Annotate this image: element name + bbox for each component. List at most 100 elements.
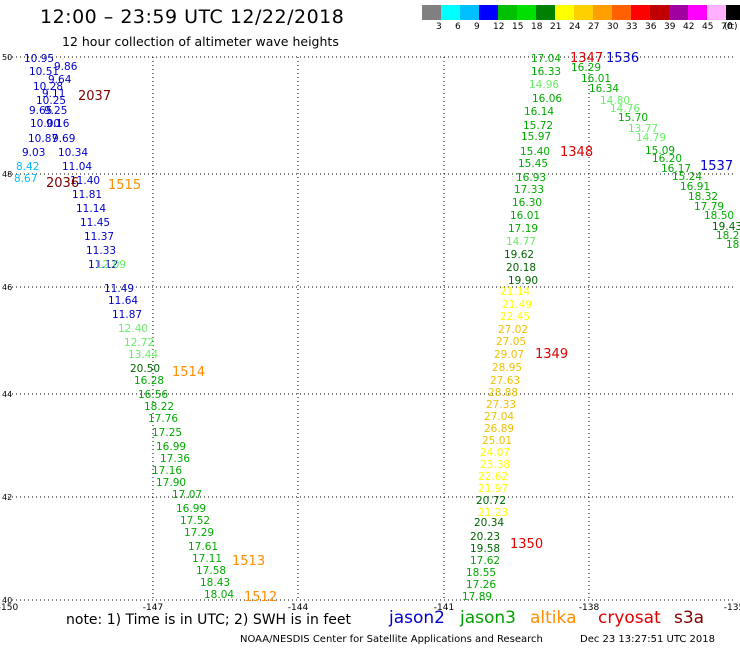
color-scale-label: 6 [455,22,461,32]
swh-label: 28.95 [492,362,522,374]
color-scale-bar [422,5,740,20]
lat-tick-label: 40 [2,596,12,605]
swh-label: 27.05 [496,336,526,348]
swh-label: 11.40 [70,175,100,187]
swh-label: 11.12 [88,259,118,271]
lon-tick-label: -150 [0,603,18,613]
color-scale-label: 70 [721,22,733,32]
swh-label: 17.26 [466,579,496,591]
swh-label: 17.58 [196,565,226,577]
swh-label: 17.11 [192,553,222,565]
swh-label: 11.33 [86,245,116,257]
swh-label: 10.28 [33,81,63,93]
swh-label: 24.07 [480,447,510,459]
swh-label: 13.77 [628,123,658,135]
color-swatch [479,5,498,20]
color-swatch [593,5,612,20]
swh-label: 14.76 [610,103,640,115]
legend-jason3: jason3 [460,608,516,628]
lon-tick-label: -141 [434,603,454,613]
color-scale-label: 36 [645,22,657,32]
swh-label: 18.04 [204,589,234,601]
swh-label: 23.38 [480,459,510,471]
color-swatch [555,5,574,20]
swh-label: 16.93 [516,172,546,184]
footer-note: note: 1) Time is in UTC; 2) SWH is in fe… [66,612,352,628]
color-scale-label: 45 [702,22,714,32]
swh-label: 14.96 [529,79,559,91]
color-swatch [460,5,479,20]
swh-label: 17.36 [160,453,190,465]
swh-label: 11.87 [112,309,142,321]
swh-label: 12.09 [96,259,126,271]
swh-label: 28.88 [488,387,518,399]
color-swatch [498,5,517,20]
swh-label: 20.50 [130,363,160,375]
time-label: 1347 [570,51,603,66]
swh-label: 12.72 [124,337,154,349]
swh-label: 19.43 [712,221,740,233]
color-swatch [517,5,536,20]
swh-label: 9.16 [46,118,70,130]
swh-label: 18.55 [466,567,496,579]
swh-label: 29.07 [494,349,524,361]
swh-label: 18.22 [144,401,174,413]
page-title: 12:00 – 23:59 UTC 12/22/2018 [40,6,345,28]
swh-label: 20.72 [476,495,506,507]
color-swatch [422,5,441,20]
swh-label: 10.95 [24,53,54,65]
swh-label: 26.89 [484,423,514,435]
swh-label: 25.01 [482,435,512,447]
swh-label: 13.44 [128,349,158,361]
swh-label: 10.87 [28,133,58,145]
swh-label: 19.62 [504,249,534,261]
swh-label: 16.17 [661,163,691,175]
lat-tick-label: 44 [2,390,12,399]
color-scale-label: 33 [626,22,638,32]
swh-label: 16.91 [680,181,710,193]
swh-label: 16.99 [156,441,186,453]
swh-label: 9.86 [54,61,78,73]
swh-label: 17.52 [180,515,210,527]
color-scale-label: 15 [512,22,524,32]
swh-label: 17.61 [188,541,218,553]
lat-tick-label: 42 [2,493,12,502]
credit-text: NOAA/NESDIS Center for Satellite Applica… [240,634,543,645]
time-label: 2036 [46,176,79,191]
lat-tick-label: 48 [2,170,12,179]
swh-label: 15.40 [520,146,550,158]
color-swatch [650,5,669,20]
color-scale-label: 39 [664,22,676,32]
timestamp-text: Dec 23 13:27:51 UTC 2018 [580,634,715,645]
time-label: 1513 [232,554,265,569]
swh-label: 10.51 [29,66,59,78]
swh-label: 9.25 [44,105,67,117]
time-label: 1515 [108,178,141,193]
swh-label: 16.30 [512,197,542,209]
swh-label: 11.64 [108,295,138,307]
color-scale-label: 30 [607,22,619,32]
swh-label: 17.04 [531,53,561,65]
swh-label: 17.62 [470,555,500,567]
color-swatch [612,5,631,20]
swh-label: 14.79 [636,132,666,144]
swh-label: 9.11 [42,88,65,100]
swh-label: 16.99 [176,503,206,515]
swh-label: 20.23 [470,531,500,543]
swh-label: 17.19 [508,223,538,235]
time-label: 1350 [510,537,543,552]
swh-label: 22.45 [500,311,530,323]
color-scale-label: 24 [569,22,581,32]
color-swatch [574,5,593,20]
swh-label: 11.81 [72,189,102,201]
swh-label: 17.79 [694,201,724,213]
color-scale-label: 42 [683,22,695,32]
swh-label: 19.90 [508,275,538,287]
time-label: 1537 [700,159,733,174]
lon-tick-label: -135 [724,603,740,613]
swh-label: 17.76 [148,413,178,425]
swh-label: 16.29 [571,62,601,74]
time-label: 1349 [535,347,568,362]
swh-label: 21.23 [478,507,508,519]
